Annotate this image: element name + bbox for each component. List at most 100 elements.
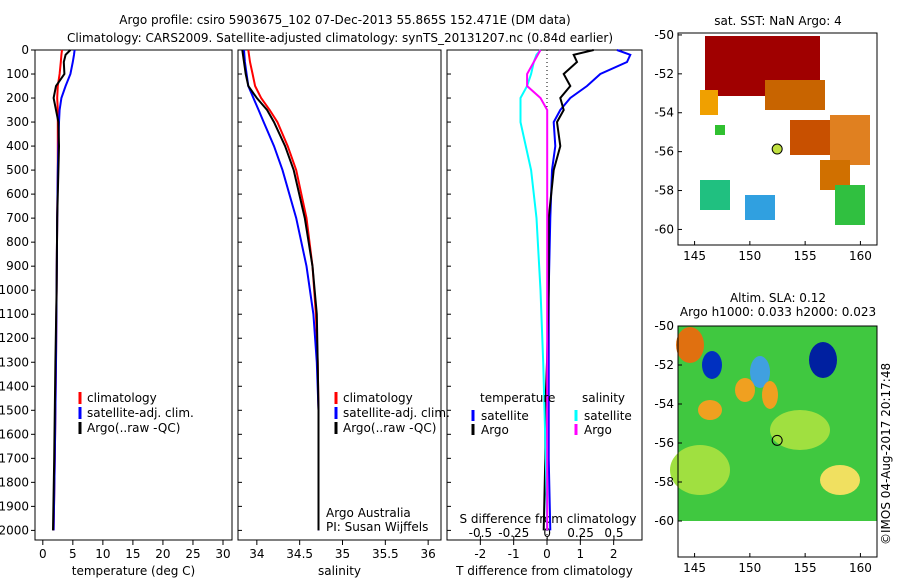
plot-frame-2 (237, 49, 442, 541)
sla-anomaly (750, 356, 770, 388)
legend-title-temperature: temperature (480, 391, 555, 405)
lat-tick-label: -52 (654, 358, 674, 372)
lat-tick-label: -54 (654, 397, 674, 411)
map-frame (677, 32, 878, 246)
lon-tick-label: 150 (738, 249, 761, 263)
legend-label: climatology (87, 391, 157, 405)
x-axis-label: salinity (318, 564, 361, 578)
lon-tick-label: 155 (794, 249, 817, 263)
lon-tick-label: 160 (849, 249, 872, 263)
legend-label: satellite (584, 409, 632, 423)
s-tick-label: -0.5 (469, 526, 492, 540)
x-tick-label: 10 (95, 547, 110, 561)
x-axis-label: temperature (deg C) (72, 564, 195, 578)
legend-label: satellite-adj. clim. (343, 406, 450, 420)
series-t-argo (542, 49, 594, 531)
y-tick-label: 900 (6, 259, 29, 273)
y-tick-label: 200 (6, 91, 29, 105)
legend-label: climatology (343, 391, 413, 405)
y-tick-label: 300 (6, 115, 29, 129)
y-tick-label: 0 (21, 43, 29, 57)
lon-tick-label: 155 (794, 561, 817, 575)
sst-patch (765, 80, 825, 110)
credit: ©IMOS 04-Aug-2017 20:17:48 (879, 363, 893, 545)
sla-anomaly (820, 465, 860, 495)
sst-patch (700, 180, 730, 210)
sla-anomaly (770, 410, 830, 450)
x-tick-label: 34.5 (286, 547, 313, 561)
x-tick-label: -2 (474, 547, 486, 561)
lon-tick-label: 145 (683, 249, 706, 263)
lon-tick-label: 150 (738, 561, 761, 575)
sla-anomaly (702, 351, 722, 379)
x-tick-label: 20 (155, 547, 170, 561)
sla-anomaly (762, 381, 778, 409)
x-tick-label: 35.5 (372, 547, 399, 561)
legend-label: Argo(..raw -QC) (87, 421, 180, 435)
sla-anomaly (809, 342, 837, 378)
series-t-satellite (547, 49, 632, 531)
sst-patch (790, 120, 830, 155)
map-title: Altim. SLA: 0.12 (730, 291, 826, 305)
x-tick-label: 30 (215, 547, 230, 561)
series-argo-raw-qc- (241, 49, 320, 531)
sla-anomaly (670, 445, 730, 495)
sla-anomaly (698, 400, 722, 420)
sla-anomaly (735, 378, 755, 402)
y-tick-label: 1200 (0, 331, 29, 345)
lat-tick-label: -60 (654, 514, 674, 528)
y-tick-label: 500 (6, 163, 29, 177)
lat-tick-label: -54 (654, 106, 674, 120)
lat-tick-label: -58 (654, 475, 674, 489)
sla-map: 145 150 155 160 -50 -52 -54 -56 -58 -60 Altim. SLA… (654, 291, 878, 575)
x-axis-label: T difference from climatology (455, 564, 633, 578)
y-tick-label: 1100 (0, 307, 29, 321)
annotation: Argo Australia (326, 506, 411, 520)
x-tick-label: 25 (185, 547, 200, 561)
series-climatology (247, 49, 320, 531)
y-tick-label: 1600 (0, 427, 29, 441)
map-title: sat. SST: NaN Argo: 4 (714, 14, 842, 28)
legend-label: Argo (584, 423, 612, 437)
s-tick-label: 0.5 (604, 526, 623, 540)
sst-patch (835, 185, 865, 225)
x-tick-label: 15 (125, 547, 140, 561)
sst-patch (700, 90, 718, 115)
title-line-2: Climatology: CARS2009. Satellite-adjuste… (67, 31, 613, 45)
sla-anomaly (676, 327, 704, 363)
y-tick-label: 400 (6, 139, 29, 153)
map-frame (677, 325, 878, 558)
title-line-1: Argo profile: csiro 5903675_102 07-Dec-2… (119, 13, 570, 27)
y-tick-label: 100 (6, 67, 29, 81)
series-s-satellite (519, 49, 549, 531)
s-tick-label: 0 (543, 526, 551, 540)
sst-patch (830, 115, 870, 165)
lat-tick-label: -56 (654, 436, 674, 450)
lat-tick-label: -56 (654, 145, 674, 159)
annotation: PI: Susan Wijffels (326, 520, 428, 534)
sst-patch (715, 125, 725, 135)
legend-label: satellite (481, 409, 529, 423)
x-tick-label: 5 (69, 547, 77, 561)
x-tick-label: 36 (421, 547, 436, 561)
x-tick-label: -1 (508, 547, 520, 561)
lon-tick-label: 160 (849, 561, 872, 575)
y-tick-label: 1900 (0, 499, 29, 513)
y-tick-label: 1300 (0, 355, 29, 369)
plot-frame-3 (446, 49, 643, 541)
sst-patch (745, 195, 775, 220)
legend-label: satellite-adj. clim. (87, 406, 194, 420)
lat-tick-label: -50 (654, 319, 674, 333)
series-satellite-adj-clim- (243, 49, 320, 531)
lon-tick-label: 145 (683, 561, 706, 575)
y-tick-label: 2000 (0, 523, 29, 537)
y-tick-label: 1400 (0, 379, 29, 393)
y-tick-label: 600 (6, 187, 29, 201)
lat-tick-label: -58 (654, 184, 674, 198)
series-argo-raw-qc- (52, 49, 72, 531)
y-tick-label: 1800 (0, 475, 29, 489)
y-tick-label: 1500 (0, 403, 29, 417)
legend-title-salinity: salinity (582, 391, 625, 405)
plot-frame-1 (34, 49, 233, 541)
